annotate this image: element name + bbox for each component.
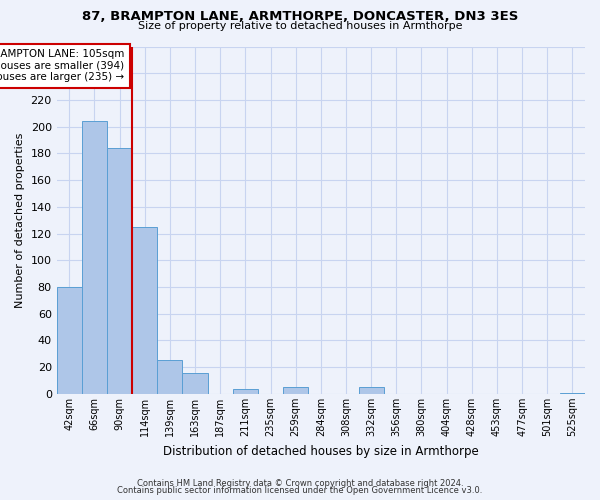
Bar	[157, 360, 182, 394]
Bar	[56, 287, 82, 394]
Bar	[107, 148, 132, 394]
Bar	[82, 122, 107, 394]
X-axis label: Distribution of detached houses by size in Armthorpe: Distribution of detached houses by size …	[163, 444, 479, 458]
Bar	[560, 392, 585, 394]
Y-axis label: Number of detached properties: Number of detached properties	[15, 132, 25, 308]
Text: Contains HM Land Registry data © Crown copyright and database right 2024.: Contains HM Land Registry data © Crown c…	[137, 478, 463, 488]
Bar	[283, 387, 308, 394]
Bar	[359, 387, 384, 394]
Text: Contains public sector information licensed under the Open Government Licence v3: Contains public sector information licen…	[118, 486, 482, 495]
Bar	[132, 227, 157, 394]
Text: Size of property relative to detached houses in Armthorpe: Size of property relative to detached ho…	[138, 21, 462, 31]
Bar	[233, 388, 258, 394]
Text: 87 BRAMPTON LANE: 105sqm
← 61% of detached houses are smaller (394)
37% of semi-: 87 BRAMPTON LANE: 105sqm ← 61% of detach…	[0, 49, 125, 82]
Bar	[182, 372, 208, 394]
Text: 87, BRAMPTON LANE, ARMTHORPE, DONCASTER, DN3 3ES: 87, BRAMPTON LANE, ARMTHORPE, DONCASTER,…	[82, 10, 518, 23]
